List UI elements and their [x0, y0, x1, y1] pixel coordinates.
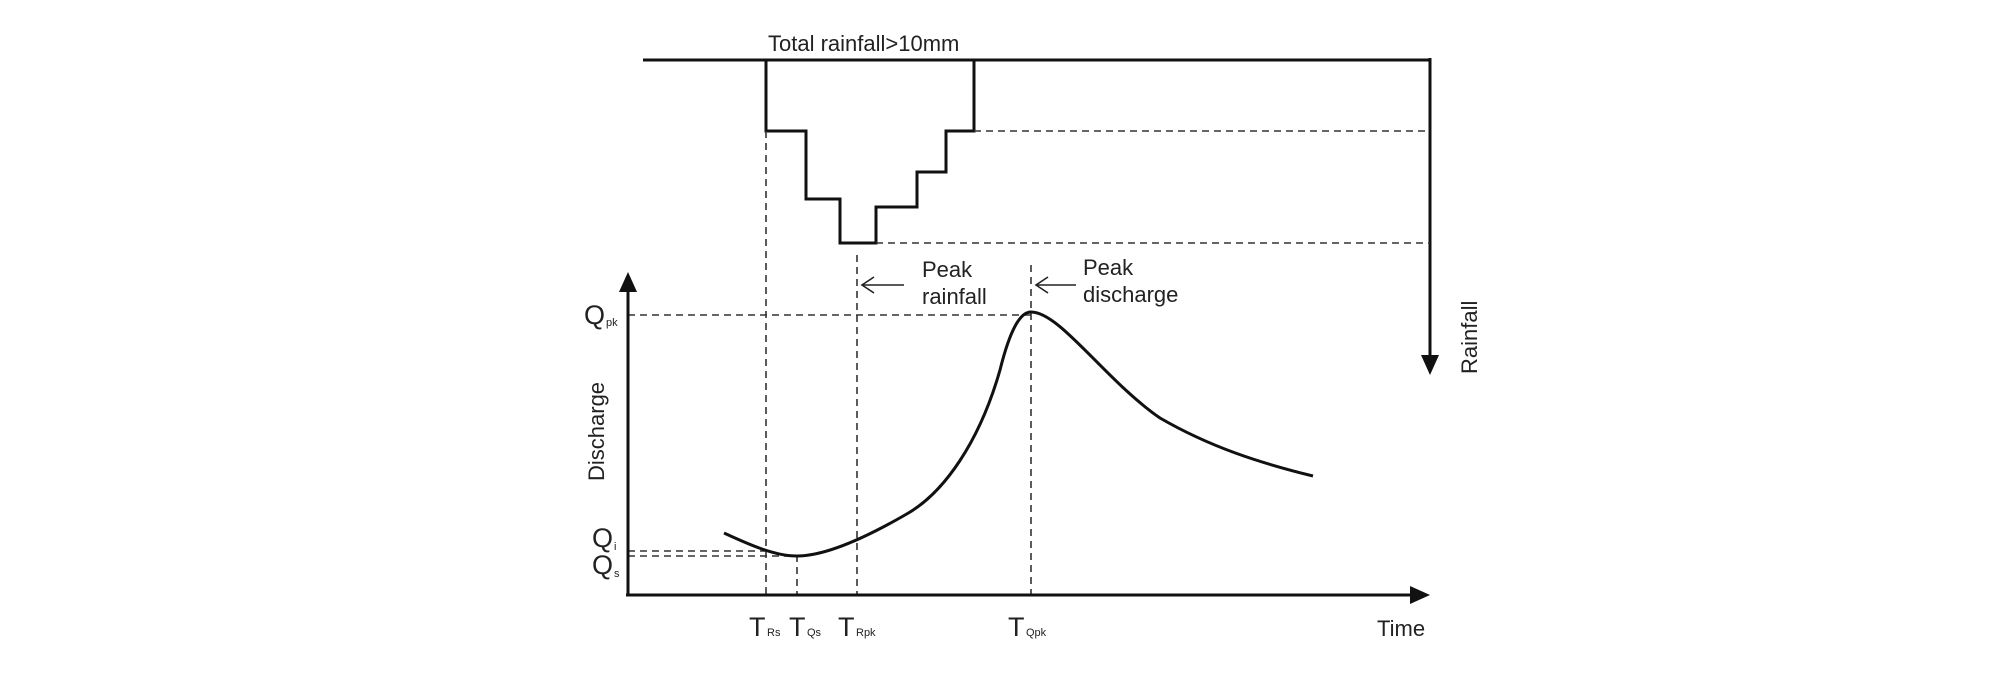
q-i-label: Q i [592, 523, 616, 553]
t-qs-main: T [789, 612, 806, 642]
peak-discharge-annotation: Peak discharge [1034, 255, 1178, 307]
q-pk-sub: pk [606, 317, 618, 329]
q-i-main: Q [592, 523, 613, 553]
time-axis-arrow-icon [1410, 586, 1430, 604]
q-i-sub: i [614, 541, 616, 553]
t-qs-label: T Qs [789, 612, 822, 642]
discharge-axis-arrow-icon [619, 272, 637, 292]
peak-rainfall-line-1: Peak [922, 257, 973, 282]
t-rs-main: T [749, 612, 766, 642]
q-s-label: Q s [592, 550, 620, 580]
q-pk-label: Q pk [584, 300, 618, 330]
discharge-axis-label: Discharge [584, 382, 609, 481]
peak-discharge-arrowhead-icon [1034, 276, 1049, 294]
peak-rainfall-line-2: rainfall [922, 284, 987, 309]
t-qpk-sub: Qpk [1026, 627, 1047, 639]
peak-discharge-line-1: Peak [1083, 255, 1134, 280]
q-s-sub: s [614, 568, 620, 580]
t-rpk-sub: Rpk [856, 627, 876, 639]
rainfall-axis-arrow-icon [1421, 355, 1439, 375]
hydrograph-curve [723, 310, 1314, 558]
t-qpk-main: T [1008, 612, 1025, 642]
total-rainfall-label: Total rainfall>10mm [768, 31, 959, 56]
t-rpk-label: T Rpk [838, 612, 876, 642]
t-qpk-label: T Qpk [1008, 612, 1047, 642]
t-rs-label: T Rs [749, 612, 781, 642]
peak-rainfall-arrowhead-icon [860, 276, 875, 294]
peak-discharge-line-2: discharge [1083, 282, 1178, 307]
time-axis-label: Time [1377, 616, 1425, 641]
q-pk-main: Q [584, 300, 605, 330]
rainfall-axis-label: Rainfall [1457, 301, 1482, 374]
q-s-main: Q [592, 550, 613, 580]
t-qs-sub: Qs [807, 627, 822, 639]
peak-rainfall-annotation: Peak rainfall [860, 257, 987, 309]
t-rs-sub: Rs [767, 627, 781, 639]
rainfall-hyetograph [764, 60, 976, 245]
t-rpk-main: T [838, 612, 855, 642]
